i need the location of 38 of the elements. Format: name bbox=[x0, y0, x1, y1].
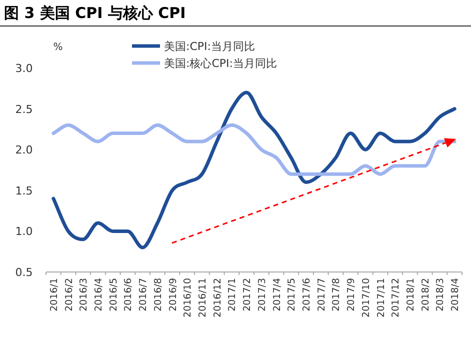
x-tick-label: 2016/4 bbox=[94, 278, 104, 312]
x-tick-label: 2016/2 bbox=[64, 278, 75, 312]
x-tick-label: 2016/7 bbox=[138, 278, 150, 312]
x-tick-label: 2017/12 bbox=[390, 278, 402, 318]
y-tick-label: 1.0 bbox=[15, 225, 33, 238]
x-tick-label: 2016/10 bbox=[182, 278, 194, 318]
x-tick-label: 2017/1 bbox=[227, 278, 238, 312]
y-tick-label: 2.0 bbox=[15, 144, 33, 157]
x-tick-label: 2017/8 bbox=[331, 278, 342, 312]
y-tick-label: 2.5 bbox=[15, 102, 33, 116]
x-tick-label: 2017/5 bbox=[286, 278, 298, 312]
x-tick-label: 2017/3 bbox=[256, 278, 268, 312]
y-tick-label: 1.5 bbox=[15, 184, 33, 198]
x-tick-label: 2017/11 bbox=[376, 278, 387, 318]
x-tick-label: 2018/3 bbox=[435, 278, 446, 312]
x-tick-label: 2016/6 bbox=[123, 278, 134, 312]
x-tick-label: 2017/4 bbox=[272, 278, 283, 312]
x-tick-label: 2017/7 bbox=[316, 278, 328, 312]
x-tick-label: 2016/5 bbox=[108, 278, 120, 312]
x-tick-label: 2017/9 bbox=[346, 278, 358, 312]
y-axis-title: % bbox=[53, 42, 63, 53]
x-tick-label: 2018/2 bbox=[420, 278, 432, 312]
x-tick-label: 2017/6 bbox=[302, 278, 312, 312]
x-tick-label: 2017/10 bbox=[360, 278, 372, 318]
x-tick-label: 2016/8 bbox=[152, 278, 164, 312]
x-tick-label: 2018/4 bbox=[450, 278, 462, 312]
legend-label: 美国:核心CPI:当月同比 bbox=[164, 57, 277, 70]
x-tick-label: 2017/2 bbox=[242, 278, 254, 312]
y-tick-label: 0.5 bbox=[15, 266, 33, 279]
x-tick-label: 2016/12 bbox=[212, 278, 224, 318]
x-tick-label: 2018/1 bbox=[406, 278, 416, 312]
legend-label: 美国:CPI:当月同比 bbox=[164, 40, 255, 53]
y-tick-label: 3.0 bbox=[15, 62, 33, 75]
chart-title: 图 3 美国 CPI 与核心 CPI bbox=[4, 4, 186, 22]
x-tick-label: 2016/9 bbox=[168, 278, 179, 312]
x-tick-label: 2016/3 bbox=[78, 278, 90, 312]
x-tick-label: 2016/1 bbox=[48, 278, 60, 312]
x-tick-label: 2016/11 bbox=[198, 278, 208, 318]
